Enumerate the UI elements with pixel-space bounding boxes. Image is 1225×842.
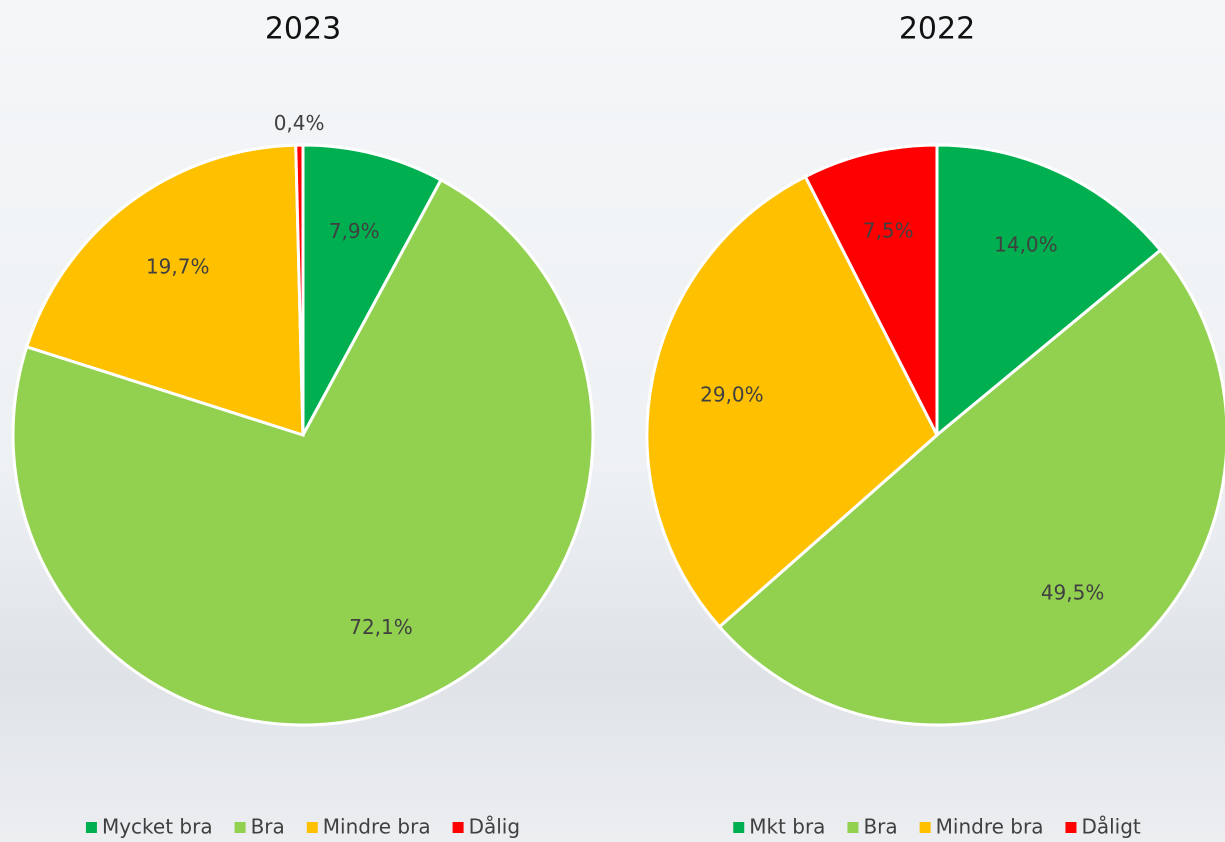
legend-swatch — [453, 822, 464, 833]
legend-swatch — [1065, 822, 1076, 833]
legend-label: Bra — [251, 815, 285, 839]
value-label: 0,4% — [274, 111, 325, 135]
legend-swatch — [920, 822, 931, 833]
legend-swatch — [86, 822, 97, 833]
chart-title: 2023 — [265, 12, 341, 47]
value-label: 19,7% — [146, 254, 210, 278]
value-label: 7,9% — [329, 219, 380, 243]
legend-label: Mycket bra — [102, 815, 213, 839]
value-label: 29,0% — [700, 382, 764, 406]
legend-label: Dålig — [469, 815, 520, 839]
value-label: 14,0% — [994, 233, 1058, 257]
legend-swatch — [235, 822, 246, 833]
value-label: 7,5% — [863, 218, 914, 242]
value-label: 72,1% — [349, 615, 413, 639]
chart: 2023 7,9% 72,1% 19,7% 0,4% Mycket bra Bra Mindr… — [0, 0, 1225, 842]
legend-swatch — [847, 822, 858, 833]
legend-label: Bra — [863, 815, 897, 839]
page: 2023 7,9% 72,1% 19,7% 0,4% Mycket bra Bra Mindr… — [0, 0, 1225, 842]
legend-label: Mkt bra — [749, 815, 825, 839]
legend-swatch — [733, 822, 744, 833]
legend-label: Dåligt — [1081, 815, 1140, 839]
chart-title: 2022 — [899, 12, 975, 47]
value-label: 49,5% — [1041, 580, 1105, 604]
legend-label: Mindre bra — [323, 815, 431, 839]
legend-swatch — [307, 822, 318, 833]
legend-label: Mindre bra — [936, 815, 1044, 839]
